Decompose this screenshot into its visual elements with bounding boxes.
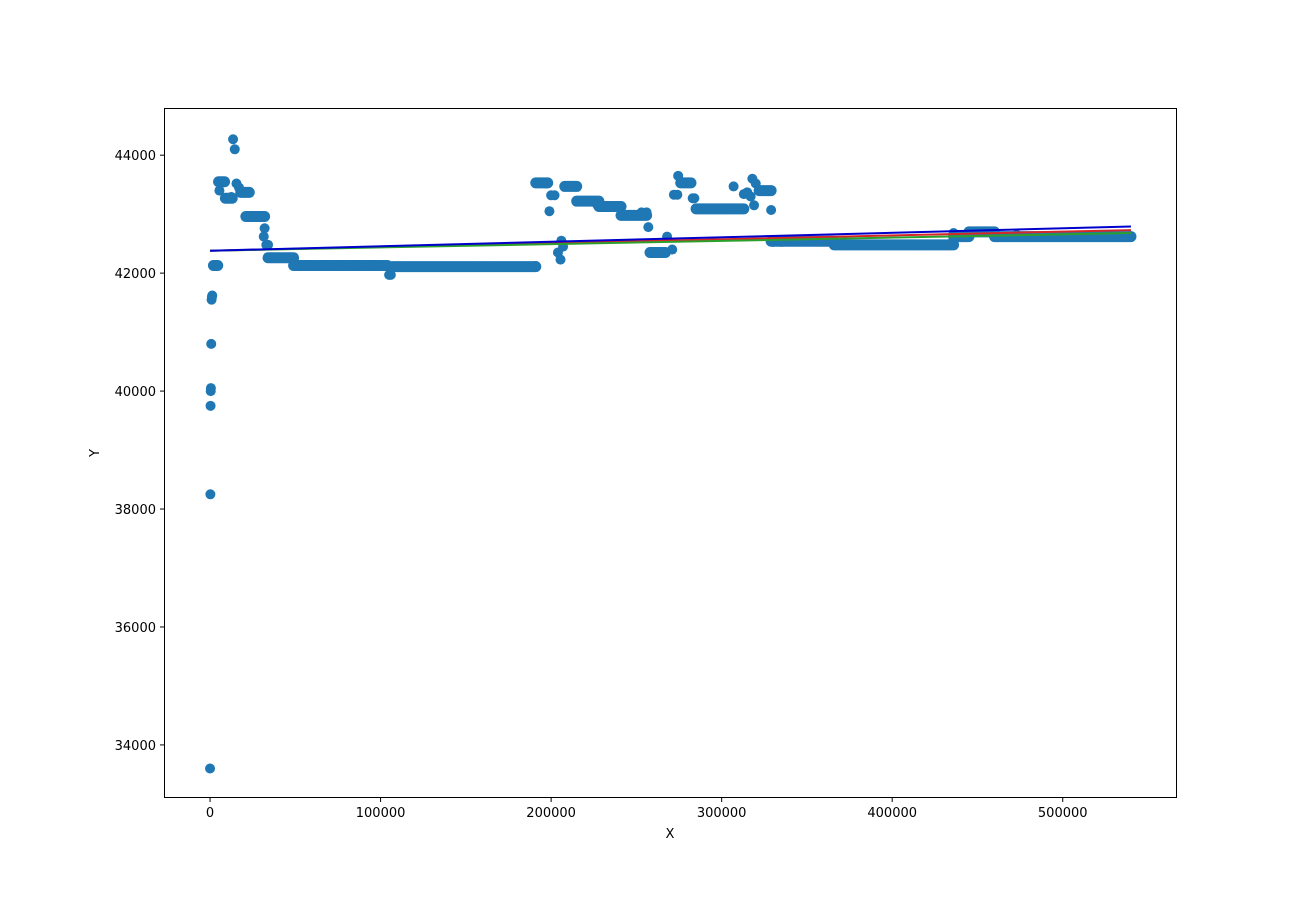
scatter-point — [569, 181, 580, 192]
scatter-point — [205, 383, 216, 394]
scatter-point — [486, 261, 497, 272]
scatter-point — [667, 244, 678, 255]
scatter-point — [541, 178, 552, 189]
scatter-point — [286, 252, 297, 263]
y-tick-label: 36000 — [115, 621, 156, 636]
scatter-point — [452, 261, 463, 272]
scatter-point — [699, 203, 710, 214]
scatter-point — [912, 239, 923, 250]
scatter-point — [1057, 231, 1068, 242]
scatter-point — [229, 144, 240, 155]
y-tick-label: 34000 — [115, 739, 156, 754]
scatter-point — [861, 239, 872, 250]
x-tick-label: 400000 — [867, 806, 917, 821]
scatter-point — [288, 260, 299, 271]
scatter-point — [643, 222, 654, 233]
scatter-point — [350, 260, 361, 271]
scatter-point — [205, 489, 216, 500]
scatter-point — [228, 134, 239, 145]
x-tick-label: 300000 — [697, 806, 747, 821]
x-axis: 0 100000 200000 300000 400000 500000 — [206, 798, 1088, 821]
scatter-point — [830, 239, 841, 250]
scatter-point — [555, 254, 566, 265]
scatter-point — [503, 261, 514, 272]
x-tick-label: 100000 — [356, 806, 406, 821]
y-axis-label: Y — [88, 449, 103, 458]
scatter-point — [895, 239, 906, 250]
scatter-point — [418, 261, 429, 272]
y-tick-label: 44000 — [115, 149, 156, 164]
scatter-point — [256, 211, 267, 222]
scatter-point — [1001, 231, 1012, 242]
scatter-point — [435, 261, 446, 272]
regression-line-3 — [210, 225, 1131, 252]
y-tick-label: 42000 — [115, 267, 156, 282]
x-tick-label: 200000 — [526, 806, 576, 821]
scatter-point — [544, 206, 555, 217]
scatter-point — [689, 193, 700, 204]
scatter-point — [259, 223, 270, 234]
scatter-point — [332, 260, 343, 271]
scatter-point — [762, 185, 773, 196]
scatter-point — [214, 185, 225, 196]
scatter-point — [315, 260, 326, 271]
scatter-point — [520, 261, 531, 272]
scatter-point — [749, 200, 760, 211]
scatter-point — [530, 261, 541, 272]
scatter-point — [745, 191, 756, 202]
scatter-point — [206, 338, 217, 349]
scatter-point — [226, 192, 237, 203]
scatter-point — [219, 176, 230, 187]
x-tick-label: 0 — [206, 806, 214, 821]
y-axis: 34000 36000 38000 40000 42000 44000 — [115, 149, 164, 754]
scatter-point — [263, 239, 274, 250]
scatter-point — [614, 201, 625, 212]
scatter-point — [878, 239, 889, 250]
scatter-point — [929, 239, 940, 250]
scatter-point — [401, 261, 412, 272]
scatter-point — [672, 189, 683, 200]
y-tick-label: 38000 — [115, 503, 156, 518]
scatter-point — [641, 207, 652, 218]
plot-area — [205, 134, 1137, 774]
x-tick-label: 500000 — [1038, 806, 1088, 821]
scatter-point — [367, 260, 378, 271]
x-axis-label: X — [666, 827, 675, 842]
scatter-point — [708, 203, 719, 214]
scatter-point — [728, 181, 739, 192]
scatter-point — [658, 247, 669, 258]
scatter-point — [385, 269, 396, 280]
scatter-point — [943, 239, 954, 250]
scatter-point — [387, 261, 398, 272]
scatter-point — [737, 203, 748, 214]
scatter-point — [258, 231, 269, 242]
scatter-point — [205, 400, 216, 411]
scatter-point — [298, 260, 309, 271]
y-tick-label: 40000 — [115, 385, 156, 400]
scatter-point — [212, 260, 223, 271]
scatter-point — [716, 203, 727, 214]
scatter-point — [549, 190, 560, 201]
scatter-point — [685, 177, 696, 188]
scatter-point — [844, 239, 855, 250]
scatter-point — [691, 203, 702, 214]
scatter-point — [766, 205, 777, 216]
scatter-point — [205, 763, 216, 774]
regression-line-2 — [210, 232, 1131, 252]
scatter-point — [207, 290, 218, 301]
scatter-point — [469, 261, 480, 272]
plot-frame — [164, 108, 1177, 798]
scatter-point — [244, 187, 255, 198]
